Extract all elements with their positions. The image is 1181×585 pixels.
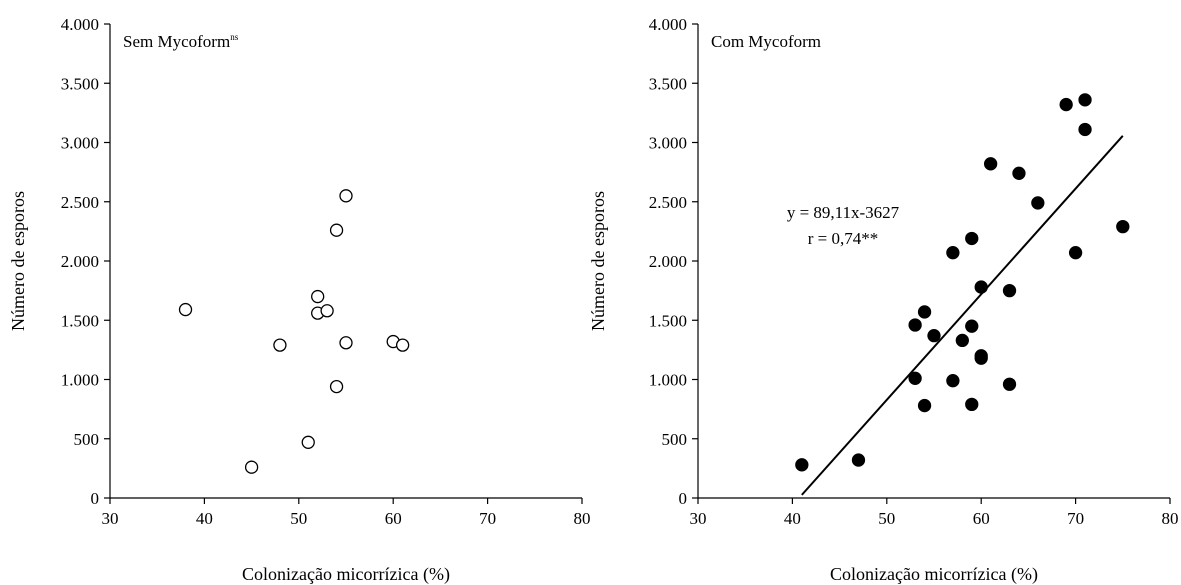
data-point [917, 305, 932, 319]
data-point [1116, 219, 1130, 234]
data-point [974, 280, 988, 294]
y-tick-label: 1.500 [649, 311, 687, 330]
y-tick-label: 500 [74, 430, 100, 449]
x-tick-label: 40 [196, 509, 213, 528]
data-point [965, 397, 979, 412]
x-tick-label: 60 [973, 509, 990, 528]
x-tick-label: 40 [784, 509, 801, 528]
y-tick-label: 0 [91, 489, 100, 508]
y-tick-label: 1.500 [61, 311, 99, 330]
y-tick-label: 3.000 [649, 134, 687, 153]
regression-equation: y = 89,11x-3627 [787, 203, 900, 222]
y-tick-label: 3.500 [61, 74, 99, 93]
y-tick-label: 1.000 [649, 371, 687, 390]
regression-line [801, 135, 1124, 496]
data-point [908, 371, 922, 385]
data-point [339, 189, 353, 203]
data-point [1031, 196, 1045, 210]
data-point [395, 338, 410, 352]
x-axis-title: Colonização micorrízica (%) [242, 564, 450, 585]
data-point [965, 231, 979, 246]
data-point [974, 351, 988, 365]
y-axis-title: Número de esporos [588, 191, 608, 331]
y-tick-label: 2.500 [61, 193, 99, 212]
chart-com-mycoform: Com Mycoform Número de esporos Colonizaç… [588, 15, 1179, 585]
x-tick-label: 50 [290, 509, 307, 528]
data-point [983, 157, 998, 171]
data-point [320, 304, 334, 318]
data-point [244, 460, 259, 474]
data-point [851, 453, 866, 467]
data-point [1012, 166, 1026, 180]
panel-title: Com Mycoform [711, 32, 821, 51]
data-point [955, 333, 969, 348]
data-point [1078, 93, 1092, 107]
y-tick-label: 3.000 [61, 134, 99, 153]
x-tick-label: 30 [690, 509, 707, 528]
data-point [329, 379, 344, 394]
y-axis-title: Número de esporos [8, 191, 28, 331]
data-point [273, 338, 287, 352]
x-tick-label: 80 [1162, 509, 1179, 528]
y-tick-label: 1.000 [61, 371, 99, 390]
data-point [339, 336, 353, 350]
panel-title: Sem Mycoformns [123, 32, 239, 51]
y-tick-label: 3.500 [649, 74, 687, 93]
y-tick-label: 2.500 [649, 193, 687, 212]
y-tick-label: 500 [662, 430, 688, 449]
x-tick-label: 50 [878, 509, 895, 528]
data-point [311, 289, 325, 304]
data-point [329, 223, 344, 237]
x-tick-label: 70 [479, 509, 496, 528]
data-point [946, 246, 960, 260]
y-tick-label: 2.000 [649, 252, 687, 271]
y-tick-label: 2.000 [61, 252, 99, 271]
data-point [1002, 283, 1017, 298]
y-tick-label: 4.000 [649, 15, 687, 34]
data-point [946, 374, 960, 388]
data-point [965, 319, 979, 333]
data-point [1059, 97, 1073, 112]
x-tick-label: 70 [1067, 509, 1084, 528]
chart-sem-mycoform: Sem Mycoformns Número de esporos Coloniz… [8, 15, 591, 585]
data-point [908, 318, 922, 332]
data-point [917, 398, 932, 413]
data-point [301, 435, 315, 449]
x-tick-label: 60 [385, 509, 402, 528]
x-tick-label: 80 [574, 509, 591, 528]
data-point [1068, 246, 1083, 260]
y-tick-label: 0 [679, 489, 688, 508]
significance-superscript: ns [230, 32, 239, 42]
x-axis-title: Colonização micorrízica (%) [830, 564, 1038, 585]
x-tick-label: 30 [102, 509, 119, 528]
data-point [178, 302, 193, 317]
data-point [1002, 377, 1017, 391]
correlation-coefficient: r = 0,74** [808, 229, 879, 248]
data-point [1078, 122, 1092, 137]
data-point [927, 329, 941, 343]
y-tick-label: 4.000 [61, 15, 99, 34]
data-point [795, 458, 809, 472]
